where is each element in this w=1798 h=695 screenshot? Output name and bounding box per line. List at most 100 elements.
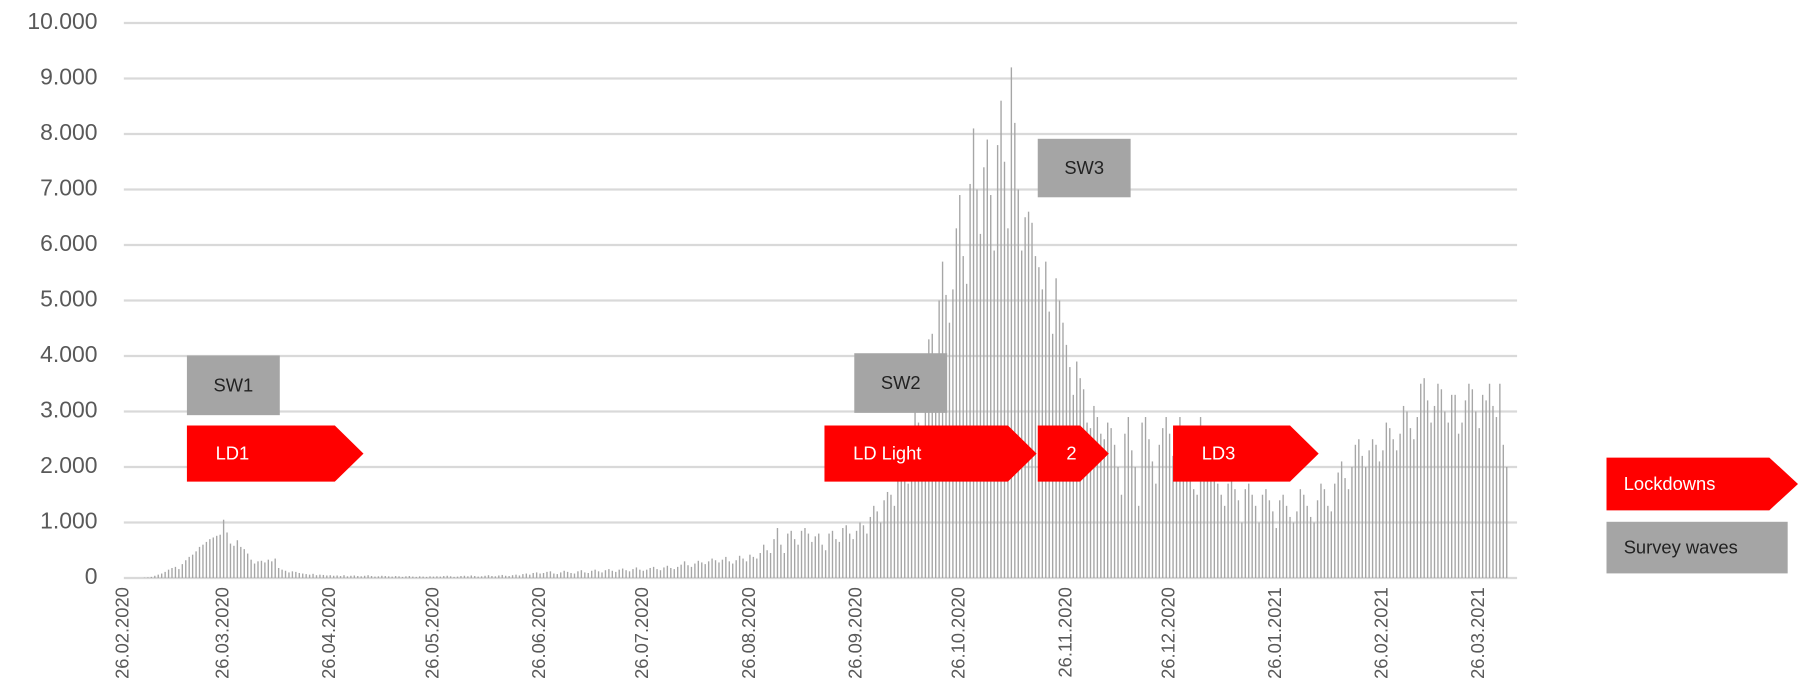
bar [1485, 400, 1487, 578]
x-tick-label: 26.04.2020 [318, 587, 339, 679]
bar [240, 546, 242, 578]
bar [659, 570, 662, 578]
bar [656, 569, 658, 578]
bar [1502, 444, 1504, 578]
bar [828, 533, 830, 578]
bar [1275, 528, 1277, 578]
bar [1203, 428, 1205, 578]
bar [769, 553, 772, 578]
bar [322, 574, 325, 578]
x-tick-label: 26.10.2020 [948, 587, 969, 679]
bar [711, 558, 713, 578]
bar [381, 575, 383, 578]
y-tick-label: 10.000 [27, 8, 97, 34]
bar [553, 573, 555, 578]
bar [996, 145, 999, 578]
bar [377, 576, 380, 578]
bar [1206, 444, 1209, 578]
bar [329, 575, 331, 578]
bar [756, 558, 758, 578]
bar [422, 576, 424, 578]
annotation-label: SW1 [213, 374, 253, 395]
bar [886, 491, 889, 578]
bar [1309, 516, 1312, 578]
bar [721, 559, 724, 578]
bar [274, 558, 276, 578]
bar [752, 556, 755, 578]
bar [1210, 466, 1212, 578]
bar [1165, 417, 1167, 578]
bar [525, 573, 528, 578]
bar [1303, 494, 1305, 578]
x-tick-label: 26.02.2020 [112, 587, 133, 679]
bar [353, 575, 356, 578]
bar [738, 555, 741, 578]
bar [1320, 483, 1322, 578]
bar [897, 478, 899, 578]
bar [1368, 450, 1370, 578]
bar [979, 233, 982, 578]
bar [563, 570, 565, 578]
bar [150, 576, 153, 578]
bar [1213, 478, 1216, 578]
bar [1299, 489, 1302, 578]
bar [1103, 439, 1105, 578]
bar [673, 569, 675, 578]
bar [1248, 483, 1250, 578]
bar [763, 544, 765, 578]
y-tick-label: 6.000 [40, 230, 97, 256]
bar [1237, 500, 1240, 578]
bar [1172, 455, 1174, 578]
bar [1189, 466, 1191, 578]
bar [1416, 417, 1418, 578]
bar [584, 572, 586, 578]
bar [604, 570, 607, 578]
bar [793, 539, 796, 578]
bar [556, 574, 558, 578]
x-tick-label: 26.05.2020 [421, 587, 442, 679]
y-tick-label: 0 [85, 563, 98, 589]
bar [1492, 405, 1494, 578]
bar [1351, 466, 1353, 578]
bar [866, 533, 868, 578]
bar [157, 574, 159, 578]
bar [615, 571, 617, 578]
bar [663, 567, 665, 578]
bar [339, 576, 342, 578]
bar [1045, 261, 1047, 578]
bar [577, 571, 579, 578]
bar [959, 195, 961, 578]
bar [1261, 494, 1264, 578]
bar [178, 569, 180, 578]
bar [370, 576, 373, 578]
bar [976, 189, 978, 578]
bar [394, 576, 397, 578]
bar [697, 560, 700, 578]
bar [1220, 494, 1222, 578]
bar [1306, 505, 1308, 578]
bar [745, 561, 748, 578]
bar [621, 568, 624, 578]
bar [484, 575, 486, 578]
bar [1358, 439, 1360, 578]
bar [405, 576, 407, 578]
bar [412, 576, 414, 578]
bar [573, 573, 576, 578]
bar [560, 572, 562, 578]
bar [1464, 400, 1467, 578]
legend-swatch [1606, 521, 1788, 574]
bar [876, 511, 878, 578]
bar [443, 576, 445, 578]
bar [714, 560, 717, 578]
bar [742, 558, 744, 578]
bar [591, 570, 593, 578]
bar [398, 576, 400, 578]
bar [635, 567, 638, 578]
bar [1268, 500, 1271, 578]
bar [456, 576, 459, 578]
bar [718, 562, 720, 578]
legend-label: Lockdowns [1624, 473, 1716, 494]
bar [229, 543, 232, 578]
bar [1461, 422, 1463, 578]
bar [1327, 505, 1329, 578]
